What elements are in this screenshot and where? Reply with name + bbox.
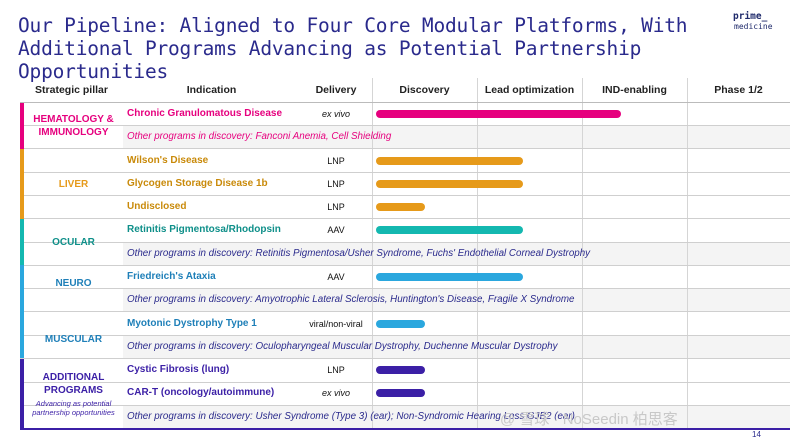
page-title: Our Pipeline: Aligned to Four Core Modul…	[18, 14, 788, 83]
indication-undisclosed: Undisclosed	[127, 201, 187, 212]
delivery-friedreichs-ataxia: AAV	[327, 272, 345, 282]
company-logo: prime_ medicine	[733, 12, 773, 32]
pillar-liver: LIVER	[20, 149, 123, 219]
indication-gsd1b: Glycogen Storage Disease 1b	[127, 178, 268, 189]
other-programs-neuro: Other programs in discovery: Amyotrophic…	[127, 294, 575, 305]
progress-bar-cgd	[376, 110, 621, 118]
grid-line	[477, 78, 478, 428]
pillar-hematology-immunology: HEMATOLOGY & IMMUNOLOGY	[20, 103, 123, 149]
header-phase-1-2: Phase 1/2	[714, 84, 763, 96]
pillar-label: OCULAR	[52, 236, 95, 248]
delivery-undisclosed: LNP	[327, 202, 345, 212]
pipeline-table: Strategic pillar Indication Delivery Dis…	[20, 78, 790, 430]
pillar-label: LIVER	[58, 178, 89, 190]
other-programs-muscular: Other programs in discovery: Oculopharyn…	[127, 341, 558, 352]
pillar-additional-programs: ADDITIONAL PROGRAMS Advancing as potenti…	[20, 359, 123, 429]
pillar-label: ADDITIONAL PROGRAMS	[42, 372, 105, 396]
pillar-muscular: MUSCULAR	[20, 311, 123, 358]
grid-line	[372, 78, 373, 428]
row-divider	[20, 311, 790, 312]
other-programs-additional: Other programs in discovery: Usher Syndr…	[127, 411, 575, 422]
progress-bar-car-t	[376, 389, 425, 397]
indication-car-t: CAR-T (oncology/autoimmune)	[127, 387, 275, 398]
page-number: 14	[752, 430, 761, 439]
indication-friedreichs-ataxia: Friedreich's Ataxia	[127, 271, 216, 282]
row-bg	[123, 405, 790, 428]
delivery-retinitis-pigmentosa: AAV	[327, 225, 345, 235]
progress-bar-gsd1b	[376, 180, 523, 188]
pillar-label: NEURO	[55, 278, 92, 289]
delivery-cgd: ex vivo	[321, 109, 350, 119]
watermark: @ 雪球 · NoSeedin 柏思客	[500, 411, 678, 428]
logo-line-1: prime_	[733, 11, 768, 22]
delivery-wilson: LNP	[327, 156, 345, 166]
indication-myotonic-dystrophy: Myotonic Dystrophy Type 1	[127, 318, 257, 329]
progress-bar-undisclosed	[376, 203, 425, 211]
indication-wilson: Wilson's Disease	[127, 155, 209, 166]
progress-bar-wilson	[376, 157, 523, 165]
delivery-cystic-fibrosis: LNP	[327, 365, 345, 375]
row-bg	[123, 335, 790, 358]
row-divider	[20, 148, 790, 149]
pillar-sublabel: Advancing as potential partnership oppor…	[32, 399, 115, 417]
grid-line	[687, 78, 688, 428]
pillar-label: MUSCULAR	[44, 334, 103, 345]
logo-line-2: medicine	[734, 22, 773, 31]
indication-retinitis-pigmentosa: Retinitis Pigmentosa/Rhodopsin	[127, 224, 281, 235]
other-programs-hematology: Other programs in discovery: Fanconi Ane…	[127, 131, 392, 142]
pillar-label: HEMATOLOGY & IMMUNOLOGY	[33, 114, 114, 138]
title-line-2: Additional Programs Advancing as Potenti…	[18, 37, 642, 83]
pillar-ocular: OCULAR	[20, 219, 123, 265]
header-divider	[20, 102, 790, 103]
row-divider	[20, 288, 790, 289]
row-divider	[20, 195, 790, 196]
row-divider	[20, 405, 790, 406]
row-divider	[20, 382, 790, 383]
table-bottom-line	[20, 428, 790, 430]
indication-cystic-fibrosis: Cystic Fibrosis (lung)	[127, 364, 230, 375]
title-line-1: Our Pipeline: Aligned to Four Core Modul…	[18, 14, 688, 37]
progress-bar-myotonic-dystrophy	[376, 320, 425, 328]
header-lead-optimization: Lead optimization	[484, 84, 575, 96]
progress-bar-retinitis-pigmentosa	[376, 226, 523, 234]
row-divider	[20, 358, 790, 359]
indication-cgd: Chronic Granulomatous Disease	[127, 108, 283, 119]
header-discovery: Discovery	[399, 84, 450, 96]
other-programs-ocular: Other programs in discovery: Retinitis P…	[127, 248, 591, 259]
row-divider	[20, 242, 790, 243]
grid-line	[582, 78, 583, 428]
delivery-car-t: ex vivo	[321, 388, 350, 398]
header-indication: Indication	[186, 84, 237, 96]
row-bg	[123, 125, 790, 148]
row-bg	[123, 242, 790, 265]
row-divider	[20, 125, 790, 126]
progress-bar-cystic-fibrosis	[376, 366, 425, 374]
header-strategic-pillar: Strategic pillar	[35, 84, 108, 96]
header-ind-enabling: IND-enabling	[602, 84, 667, 96]
header-delivery: Delivery	[315, 84, 357, 96]
delivery-myotonic-dystrophy: viral/non-viral	[309, 319, 363, 329]
row-divider	[20, 335, 790, 336]
progress-bar-friedreichs-ataxia	[376, 273, 523, 281]
row-divider	[20, 218, 790, 219]
delivery-gsd1b: LNP	[327, 179, 345, 189]
row-bg	[123, 288, 790, 311]
row-divider	[20, 265, 790, 266]
row-divider	[20, 172, 790, 173]
